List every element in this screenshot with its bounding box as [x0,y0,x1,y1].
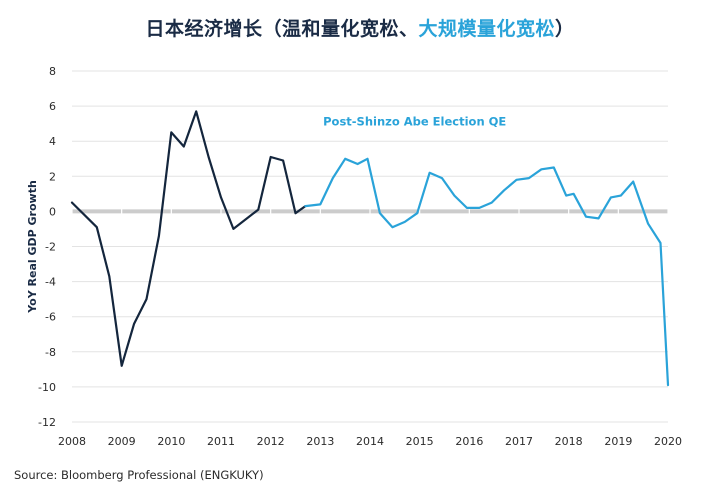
x-tick-label: 2009 [108,435,136,448]
x-tick-label: 2012 [257,435,285,448]
x-tick-label: 2011 [207,435,235,448]
x-tick-label: 2018 [555,435,583,448]
series-lines [70,110,670,387]
y-tick-label: 6 [49,100,56,113]
x-tick-label: 2020 [654,435,682,448]
x-tick-label: 2008 [58,435,86,448]
x-tick-label: 2017 [505,435,533,448]
y-tick-label: 2 [49,170,56,183]
line-chart: -12 -10 -8 -6 -4 -2 0 2 4 6 8 2008 2009 2010 2011 2012… [26,65,682,448]
y-tick-label: -12 [38,416,56,429]
source-note: Source: Bloomberg Professional (ENGKUKY) [14,468,264,482]
x-tick-labels: 2008 2009 2010 2011 2012 2013 2014 2015 2016 2017… [58,435,682,448]
y-axis-label: YoY Real GDP Growth [26,180,39,314]
x-tick-label: 2016 [455,435,483,448]
y-tick-label: -10 [38,381,56,394]
x-tick-label: 2013 [306,435,334,448]
y-tick-label: -2 [45,241,56,254]
gridlines [71,70,669,423]
x-tick-label: 2019 [604,435,632,448]
y-tick-labels: -12 -10 -8 -6 -4 -2 0 2 4 6 8 [38,65,56,429]
title-part-3: ） [555,18,575,40]
y-tick-label: 4 [49,135,56,148]
x-tick-label: 2014 [356,435,384,448]
y-tick-label: 0 [49,205,56,218]
series-line-pre-abe [70,110,307,367]
y-tick-label: -8 [45,346,56,359]
title-part-1: 日本经济增长（温和量化宽松、 [145,18,419,40]
chart-title: 日本经济增长（温和量化宽松、大规模量化宽松） [0,14,720,41]
x-tick-label: 2010 [157,435,185,448]
y-tick-label: -6 [45,311,56,324]
title-part-2: 大规模量化宽松 [418,18,555,40]
y-tick-label: -4 [45,276,56,289]
y-tick-label: 8 [49,65,56,78]
x-tick-label: 2015 [406,435,434,448]
chart-annotation: Post-Shinzo Abe Election QE [323,114,506,128]
series-line-post-abe [304,157,670,387]
